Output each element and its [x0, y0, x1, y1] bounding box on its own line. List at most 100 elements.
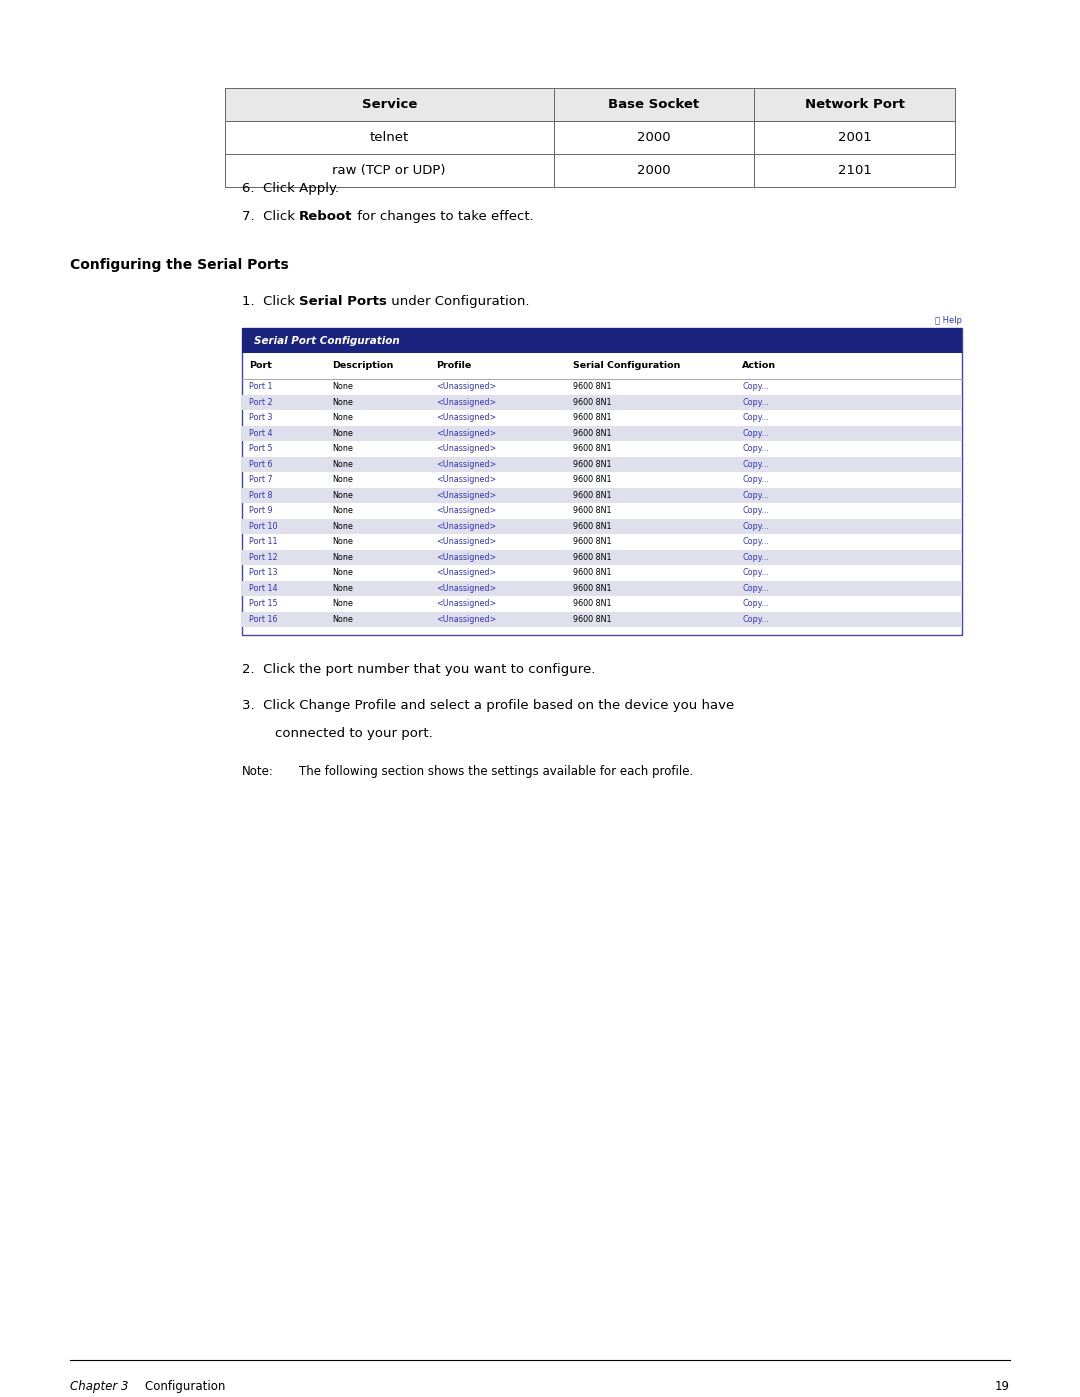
- Text: Reboot: Reboot: [299, 210, 353, 224]
- Text: Serial Configuration: Serial Configuration: [573, 362, 680, 370]
- Text: 9600 8N1: 9600 8N1: [573, 414, 611, 422]
- Text: None: None: [332, 414, 353, 422]
- Bar: [554, 88, 754, 122]
- Text: 9600 8N1: 9600 8N1: [573, 383, 611, 391]
- Bar: [242, 549, 962, 564]
- Bar: [554, 154, 754, 187]
- Bar: [225, 154, 554, 187]
- Text: 9600 8N1: 9600 8N1: [573, 398, 611, 407]
- Text: None: None: [332, 584, 353, 592]
- Text: 9600 8N1: 9600 8N1: [573, 599, 611, 608]
- Text: Port 16: Port 16: [249, 615, 278, 623]
- Text: 2101: 2101: [838, 163, 872, 177]
- Text: 9600 8N1: 9600 8N1: [573, 521, 611, 531]
- Bar: [225, 88, 554, 122]
- Text: None: None: [332, 398, 353, 407]
- Text: Port 5: Port 5: [249, 444, 272, 453]
- Text: Port 10: Port 10: [249, 521, 278, 531]
- Text: ⓘ Help: ⓘ Help: [935, 316, 962, 326]
- Text: 6.  Click Apply.: 6. Click Apply.: [242, 182, 339, 196]
- Bar: [242, 457, 962, 472]
- Bar: [242, 328, 962, 636]
- Text: Copy...: Copy...: [742, 538, 769, 546]
- Text: Port 9: Port 9: [249, 506, 272, 515]
- Text: None: None: [332, 521, 353, 531]
- Text: <Unassigned>: <Unassigned>: [436, 553, 497, 562]
- Text: None: None: [332, 475, 353, 485]
- Text: None: None: [332, 506, 353, 515]
- Text: <Unassigned>: <Unassigned>: [436, 599, 497, 608]
- Text: Copy...: Copy...: [742, 429, 769, 437]
- Text: Copy...: Copy...: [742, 521, 769, 531]
- Text: Action: Action: [742, 362, 777, 370]
- Text: 9600 8N1: 9600 8N1: [573, 444, 611, 453]
- Text: Copy...: Copy...: [742, 398, 769, 407]
- Text: Port 2: Port 2: [249, 398, 272, 407]
- Text: Copy...: Copy...: [742, 615, 769, 623]
- Text: <Unassigned>: <Unassigned>: [436, 521, 497, 531]
- Text: Copy...: Copy...: [742, 599, 769, 608]
- Text: 3.  Click Change Profile and select a profile based on the device you have: 3. Click Change Profile and select a pro…: [242, 698, 734, 712]
- Text: <Unassigned>: <Unassigned>: [436, 460, 497, 469]
- Text: None: None: [332, 538, 353, 546]
- Text: None: None: [332, 599, 353, 608]
- Text: <Unassigned>: <Unassigned>: [436, 429, 497, 437]
- Text: 2001: 2001: [838, 131, 872, 144]
- Text: 7.  Click: 7. Click: [242, 210, 299, 224]
- Text: under Configuration.: under Configuration.: [387, 295, 529, 307]
- Text: raw (TCP or UDP): raw (TCP or UDP): [333, 163, 446, 177]
- Text: 9600 8N1: 9600 8N1: [573, 475, 611, 485]
- Bar: [754, 122, 955, 154]
- Text: Port 14: Port 14: [249, 584, 278, 592]
- Bar: [754, 154, 955, 187]
- Text: None: None: [332, 429, 353, 437]
- Text: None: None: [332, 444, 353, 453]
- Text: 9600 8N1: 9600 8N1: [573, 584, 611, 592]
- Text: 9600 8N1: 9600 8N1: [573, 490, 611, 500]
- Bar: [225, 122, 554, 154]
- Text: 2000: 2000: [637, 131, 671, 144]
- Bar: [242, 426, 962, 441]
- Text: Port 6: Port 6: [249, 460, 272, 469]
- Text: Copy...: Copy...: [742, 414, 769, 422]
- Text: 2.  Click the port number that you want to configure.: 2. Click the port number that you want t…: [242, 664, 595, 676]
- Text: 1.  Click: 1. Click: [242, 295, 299, 307]
- Text: <Unassigned>: <Unassigned>: [436, 383, 497, 391]
- Text: Note:: Note:: [242, 766, 274, 778]
- Text: 9600 8N1: 9600 8N1: [573, 538, 611, 546]
- Text: Copy...: Copy...: [742, 444, 769, 453]
- Text: None: None: [332, 460, 353, 469]
- Text: <Unassigned>: <Unassigned>: [436, 569, 497, 577]
- Text: Configuration: Configuration: [130, 1380, 226, 1393]
- Text: <Unassigned>: <Unassigned>: [436, 490, 497, 500]
- Text: 9600 8N1: 9600 8N1: [573, 506, 611, 515]
- Text: Port 7: Port 7: [249, 475, 272, 485]
- Bar: [242, 394, 962, 409]
- Bar: [242, 581, 962, 597]
- Text: 9600 8N1: 9600 8N1: [573, 569, 611, 577]
- Bar: [242, 488, 962, 503]
- Text: Copy...: Copy...: [742, 569, 769, 577]
- Bar: [242, 612, 962, 627]
- Text: 2000: 2000: [637, 163, 671, 177]
- Text: None: None: [332, 490, 353, 500]
- Text: Port 8: Port 8: [249, 490, 272, 500]
- Text: <Unassigned>: <Unassigned>: [436, 584, 497, 592]
- Text: Copy...: Copy...: [742, 553, 769, 562]
- Text: Port 1: Port 1: [249, 383, 272, 391]
- Text: Copy...: Copy...: [742, 475, 769, 485]
- Text: <Unassigned>: <Unassigned>: [436, 538, 497, 546]
- Text: 9600 8N1: 9600 8N1: [573, 553, 611, 562]
- Text: None: None: [332, 553, 353, 562]
- Text: <Unassigned>: <Unassigned>: [436, 506, 497, 515]
- Text: Copy...: Copy...: [742, 460, 769, 469]
- Text: Copy...: Copy...: [742, 490, 769, 500]
- Text: Port 15: Port 15: [249, 599, 278, 608]
- Text: <Unassigned>: <Unassigned>: [436, 475, 497, 485]
- Text: Description: Description: [332, 362, 393, 370]
- Text: None: None: [332, 383, 353, 391]
- Text: Serial Port Configuration: Serial Port Configuration: [254, 335, 400, 345]
- Text: Port 12: Port 12: [249, 553, 278, 562]
- Text: Port 11: Port 11: [249, 538, 278, 546]
- Text: Profile: Profile: [436, 362, 472, 370]
